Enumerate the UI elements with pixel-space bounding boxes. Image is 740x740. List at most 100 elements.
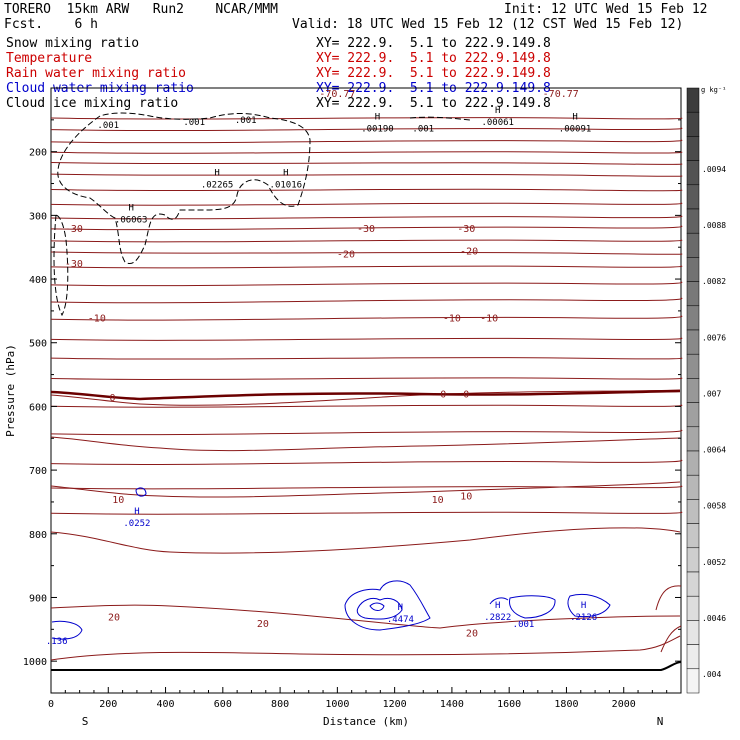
x-axis-title: Distance (km) [323,715,409,728]
x-tick-label: 800 [271,699,289,710]
field-name-snow: Snow mixing ratio [6,36,140,51]
init-time: Init: 12 UTC Wed 15 Feb 12 [504,2,708,17]
y-tick-label: 800 [29,530,47,541]
y-axis-title: Pressure (hPa) [4,344,17,437]
colorbar-label: .007 [702,389,721,398]
y-tick-label: 900 [29,593,47,604]
isotherm-line [50,139,683,144]
isotherm-line [50,297,683,304]
snow-contour [53,214,69,317]
isotherm-line [50,265,683,269]
isotherm-line [50,161,683,165]
y-tick-label: 300 [29,211,47,222]
colorbar-label: .0094 [702,165,726,174]
snow-value-label: .00091 [559,124,592,134]
isotherm-line [50,604,681,629]
y-tick-label: 400 [29,275,47,286]
snow-value-label: .06063 [115,215,148,225]
cloud-water-contour [135,487,147,497]
isotherm-label: -10 [443,313,461,324]
colorbar-label: .004 [702,670,721,679]
field-xy-snow: XY= 222.9. 5.1 to 222.9.149.8 [316,36,551,51]
plot-frame [50,87,682,694]
cloud-water-contour [489,597,509,605]
isotherm-line [50,315,683,321]
colorbar-segment [686,305,700,331]
y-tick-label: 600 [29,402,47,413]
colorbar-segment [686,644,700,670]
isotherm-line [50,239,683,243]
cloud-water-value-label: .136 [46,637,68,647]
isotherm-line [50,117,683,120]
isotherm-label: 0 [440,390,446,401]
x-tick-label: 600 [214,699,232,710]
colorbar-segment [686,595,700,621]
snow-high-marker: H [283,168,288,178]
isotherm-label: 0 [110,393,116,404]
field-xy-cloud-ice: XY= 222.9. 5.1 to 222.9.149.8 [316,96,551,111]
surface-line [51,661,682,671]
colorbar-label: .0046 [702,614,726,623]
colorbar-segment [686,160,700,186]
isotherm-line [50,511,683,515]
cloud-water-value-label: .4474 [387,615,414,625]
snow-value-label: .001 [97,121,119,131]
forecast-time: Fcst. 6 h [4,17,98,32]
isotherm-label: 10 [432,495,444,506]
field-xy-temperature: XY= 222.9. 5.1 to 222.9.149.8 [316,51,551,66]
colorbar-segment [686,232,700,258]
isotherm-line [50,188,683,192]
valid-time: Valid: 18 UTC Wed 15 Feb 12 (12 CST Wed … [292,17,684,32]
isotherm-line [50,202,683,206]
model-title: TORERO 15km ARW Run2 NCAR/MMM [4,2,278,17]
isotherm-line [50,251,683,255]
isotherm-line [50,389,681,406]
cloud-water-contour [51,620,83,640]
isotherm-label: -20 [460,246,478,257]
zero-isotherm-line [50,389,681,401]
isotherm-line [50,173,683,177]
isotherm-line [50,459,683,465]
cloud-water-contour [509,595,556,619]
field-xy-rain: XY= 222.9. 5.1 to 222.9.149.8 [316,66,551,81]
x-tick-label: 1400 [440,699,464,710]
cloud-water-high-marker: H [398,603,403,613]
y-tick-label: 1000 [23,657,47,668]
isotherm-line [50,481,681,498]
x-tick-label: 1800 [554,699,578,710]
colorbar-segment [686,111,700,137]
snow-high-marker: H [495,106,500,116]
isotherm-line [50,377,683,380]
snow-contour [409,116,471,121]
cloud-water-high-marker: H [581,601,586,611]
cloud-water-contour [344,580,431,631]
colorbar-segment [686,378,700,403]
field-name-cloud-ice: Cloud ice mixing ratio [6,96,179,111]
isotherm-label: -30 [65,224,83,235]
cloud-water-high-marker: H [134,507,139,517]
isotherm-line [50,527,681,554]
isotherm-label: -20 [337,250,355,261]
isotherm-label: 10 [112,495,124,506]
x-tick-label: 2000 [612,699,636,710]
y-tick-label: 500 [29,339,47,350]
isotherm-line [50,281,683,287]
colorbar-segment [686,499,700,524]
snow-value-label: .00061 [481,118,514,128]
isotherm-line [50,635,681,661]
cloud-water-value-label: .2126 [570,613,597,623]
isotherm-label: -70.77 [319,89,355,100]
snow-high-marker: H [214,168,219,178]
snow-value-label: .00190 [361,124,394,134]
cloud-water-value-label: .0252 [123,519,150,529]
field-name-rain: Rain water mixing ratio [6,66,187,81]
isotherm-label: -30 [357,224,375,235]
cloud-water-contour [356,597,403,620]
isotherm-label: -30 [65,259,83,270]
colorbar-segment [686,184,700,210]
x-tick-label: 1000 [325,699,349,710]
isotherm-line [50,337,683,341]
isotherm-label: 20 [466,629,478,640]
